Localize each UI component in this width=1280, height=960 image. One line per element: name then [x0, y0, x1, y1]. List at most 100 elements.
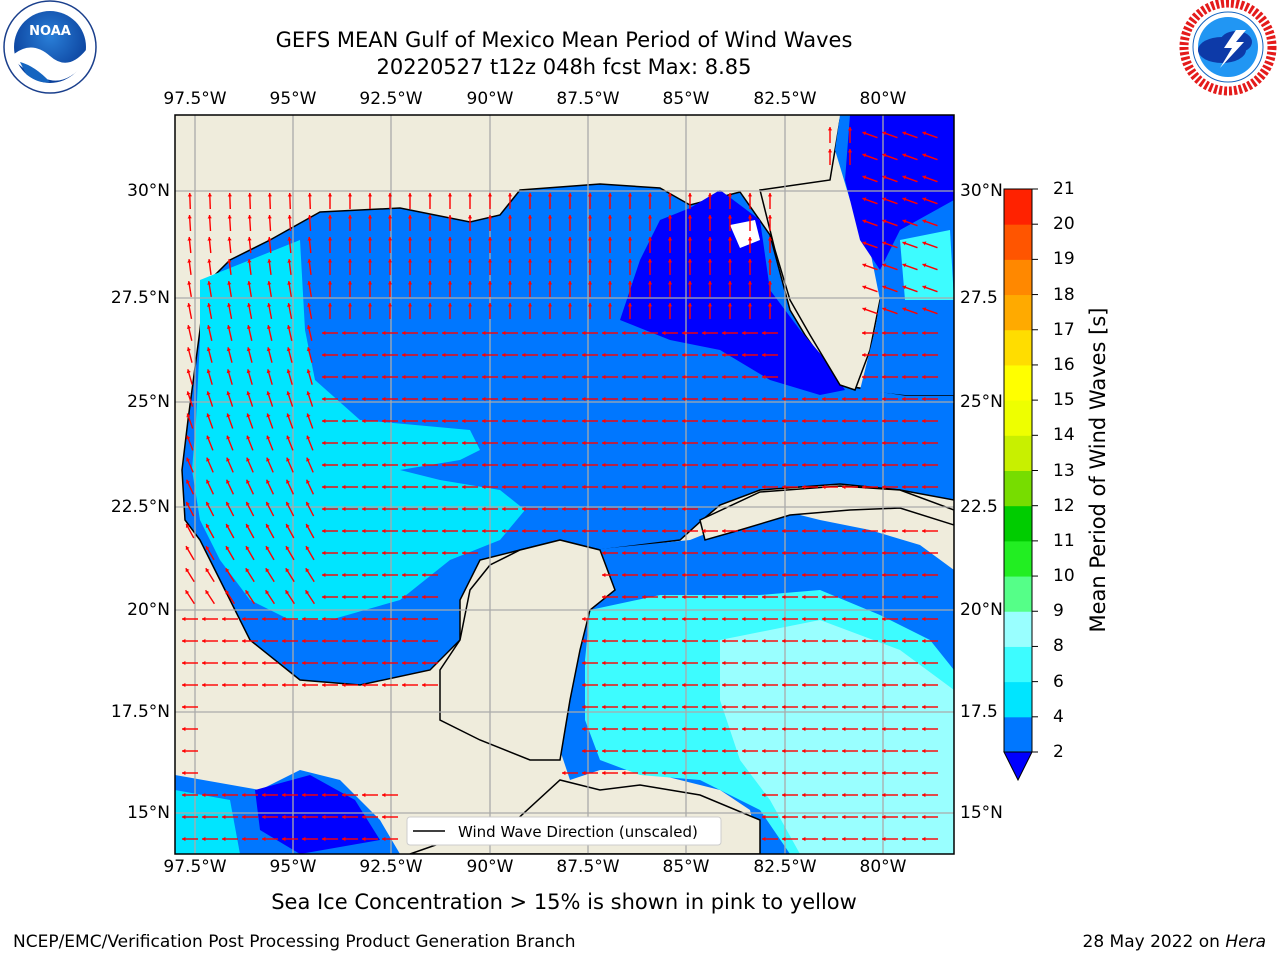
wave-arrow-head	[206, 479, 210, 484]
wave-arrow-head	[607, 215, 613, 219]
wave-arrow-head	[702, 616, 706, 622]
wave-arrow-head	[422, 374, 426, 380]
wave-arrow-head	[402, 418, 406, 424]
wave-arrow-head	[707, 193, 713, 197]
wave-arrow-head	[862, 770, 866, 776]
wave-arrow-head	[225, 524, 230, 528]
wave-arrow-head	[186, 501, 190, 506]
wave-arrow-head	[722, 418, 726, 424]
wave-arrow-head	[682, 726, 686, 732]
wave-arrow-head	[185, 568, 190, 573]
wave-arrow-head	[882, 440, 886, 446]
wave-arrow-head	[182, 792, 186, 798]
wave-arrow-head	[647, 193, 653, 197]
wave-arrow-head	[842, 528, 846, 534]
wave-arrow-head	[762, 682, 766, 688]
wave-arrow-head	[547, 237, 553, 241]
wave-arrow-head	[242, 814, 246, 820]
wave-arrow-head	[226, 391, 231, 396]
wave-arrow-head	[622, 616, 626, 622]
wave-arrow-head	[602, 572, 606, 578]
wave-arrow-head	[922, 682, 926, 688]
wave-arrow-head	[922, 440, 926, 446]
wave-arrow-head	[322, 594, 326, 600]
wave-arrow-head	[285, 590, 290, 595]
wave-arrow-head	[442, 418, 446, 424]
wave-arrow-head	[882, 484, 886, 490]
wave-arrow-head	[322, 814, 326, 820]
colorbar-tick-label: 2	[1053, 742, 1064, 762]
wave-arrow-head	[267, 193, 272, 197]
wave-arrow-head	[662, 330, 666, 336]
wave-arrow-head	[822, 440, 826, 446]
wave-arrow-head	[382, 836, 386, 842]
wave-arrow-head	[742, 704, 746, 710]
wave-arrow-head	[367, 303, 373, 307]
wave-arrow-head	[202, 616, 206, 622]
wave-arrow-head	[842, 396, 846, 402]
wave-arrow-head	[205, 546, 210, 551]
wave-arrow-head	[722, 374, 726, 380]
wave-arrow-head	[742, 528, 746, 534]
wave-arrow-head	[602, 550, 606, 556]
wave-arrow-head	[402, 506, 406, 512]
wave-arrow-head	[402, 396, 406, 402]
lon-tick-top: 87.5°W	[556, 89, 620, 109]
wave-arrow-head	[862, 374, 866, 380]
wave-arrow-head	[306, 347, 311, 352]
wave-arrow-head	[342, 528, 346, 534]
wave-arrow-head	[687, 193, 693, 197]
wave-arrow-head	[922, 263, 927, 268]
wave-arrow-head	[742, 748, 746, 754]
yucatan-land	[439, 539, 616, 761]
wave-arrow-head	[382, 506, 386, 512]
colorbar-tick-label: 8	[1053, 636, 1064, 657]
wave-arrow-head	[902, 418, 906, 424]
wave-arrow-head	[242, 616, 246, 622]
wave-arrow-head	[286, 457, 291, 462]
wave-arrow-head	[247, 215, 252, 219]
wave-arrow-head	[305, 590, 310, 595]
wave-arrow-head	[522, 352, 526, 358]
wave-arrow-head	[607, 193, 613, 197]
wave-arrow-head	[762, 374, 766, 380]
wave-arrow-head	[407, 281, 413, 285]
noaa-logo: NOAA	[3, 0, 97, 94]
wave-arrow-head	[647, 259, 653, 263]
colorbar-segment	[1004, 364, 1032, 401]
wave-arrow-head	[246, 325, 252, 329]
colorbar-segment	[1004, 611, 1032, 647]
wave-arrow-head	[682, 572, 686, 578]
wave-arrow-head	[362, 462, 366, 468]
wave-arrow-head	[647, 237, 653, 241]
wave-arrow-head	[262, 792, 266, 798]
colorbar-tick-label: 14	[1053, 425, 1075, 446]
wave-arrow-head	[622, 638, 626, 644]
wave-arrow-head	[382, 330, 386, 336]
wave-arrow-head	[862, 153, 867, 158]
colorbar-tick-label: 4	[1053, 706, 1064, 727]
wave-arrow-head	[407, 215, 413, 219]
wave-arrow-head	[527, 215, 533, 219]
wave-arrow-head	[327, 193, 333, 197]
wave-arrow-head	[287, 215, 292, 219]
wave-arrow-head	[862, 131, 867, 136]
wave-arrow-head	[622, 594, 626, 600]
wave-arrow-head	[682, 506, 686, 512]
wave-arrow-head	[562, 506, 566, 512]
wave-arrow-head	[382, 594, 386, 600]
wave-arrow-head	[322, 506, 326, 512]
wave-arrow-head	[267, 281, 272, 285]
wave-arrow-head	[707, 281, 713, 285]
wave-arrow-head	[402, 616, 406, 622]
wave-arrow-head	[342, 462, 346, 468]
wave-arrow-head	[682, 484, 686, 490]
wave-arrow-head	[722, 748, 726, 754]
wave-arrow-head	[587, 237, 593, 241]
wave-arrow-head	[882, 704, 886, 710]
wave-arrow-head	[442, 528, 446, 534]
wave-arrow-head	[642, 418, 646, 424]
wave-arrow-head	[742, 550, 746, 556]
wave-arrow-head	[282, 616, 286, 622]
wave-arrow-head	[502, 462, 506, 468]
